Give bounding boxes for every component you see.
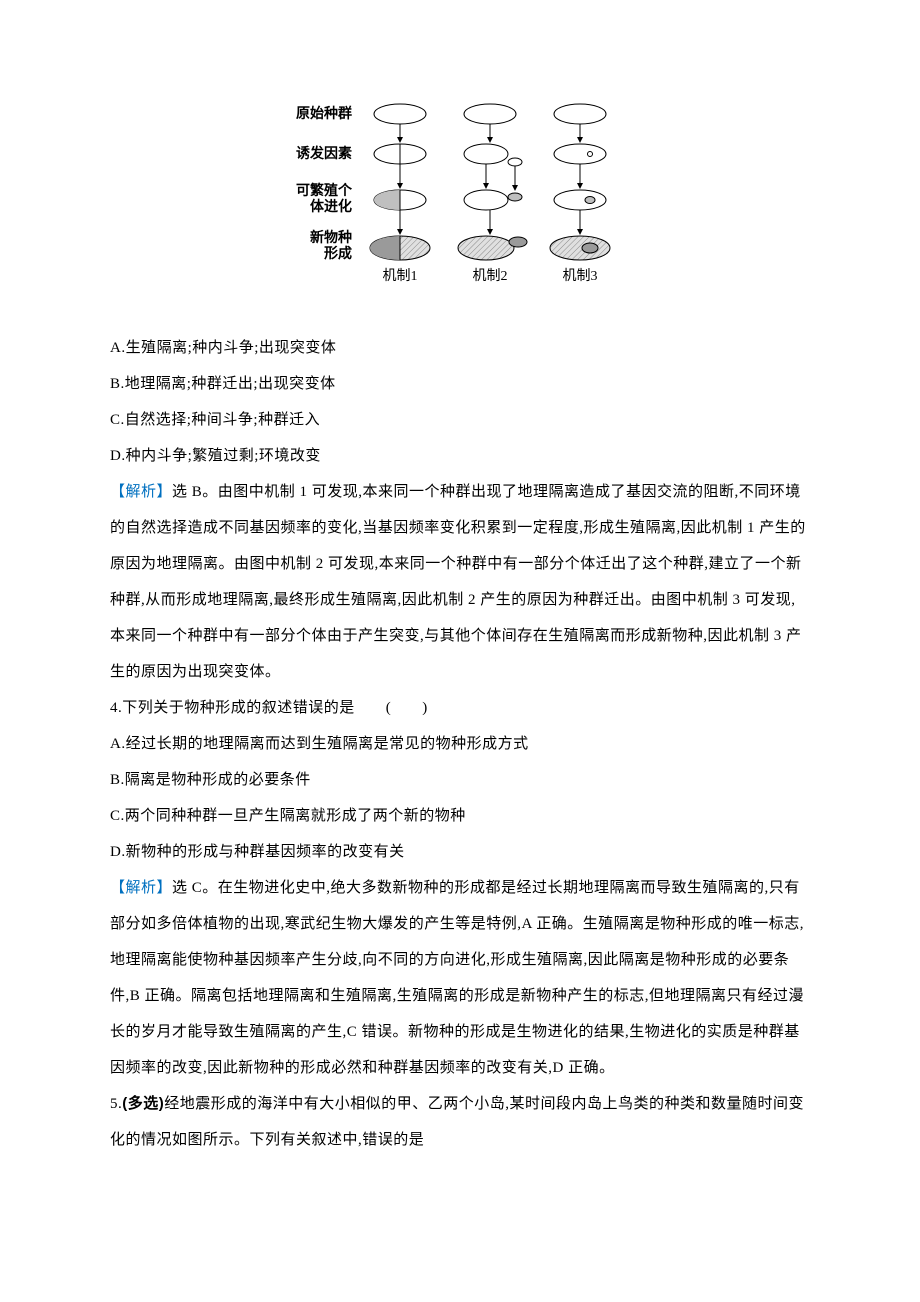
m2-trigger-big: [464, 144, 508, 164]
q5-prefix: 5.: [110, 1096, 122, 1112]
answer-4: 【解析】选 C。在生物进化史中,绝大多数新物种的形成都是经过长期地理隔离而导致生…: [110, 870, 810, 1086]
option-a: A.生殖隔离;种内斗争;出现突变体: [110, 330, 810, 366]
m2-new-small: [509, 237, 527, 247]
question-5: 5.(多选)经地震形成的海洋中有大小相似的甲、乙两个小岛,某时间段内岛上鸟类的种…: [110, 1086, 810, 1158]
row-label-3b: 形成: [324, 245, 352, 261]
q4-option-b: B.隔离是物种形成的必要条件: [110, 762, 810, 798]
row-label-2b: 体进化: [310, 198, 352, 214]
option-c: C.自然选择;种间斗争;种群迁入: [110, 402, 810, 438]
answer-4-tag: 【解析】: [110, 880, 172, 896]
mech-label-1: 机制1: [383, 268, 418, 284]
m2-trigger-small: [508, 158, 522, 166]
q4-option-d: D.新物种的形成与种群基因频率的改变有关: [110, 834, 810, 870]
row-label-1: 诱发因素: [296, 145, 352, 161]
q5-multi-tag: (多选): [122, 1095, 164, 1112]
m3-evolve-dot: [585, 197, 595, 204]
m2-original: [464, 104, 516, 124]
answer-3-body: 选 B。由图中机制 1 可发现,本来同一个种群出现了地理隔离造成了基因交流的阻断…: [110, 484, 806, 680]
answer-4-body: 选 C。在生物进化史中,绝大多数新物种的形成都是经过长期地理隔离而导致生殖隔离的…: [110, 880, 804, 1076]
m1-new-shade: [370, 236, 400, 260]
m3-original: [554, 104, 606, 124]
answer-3-tag: 【解析】: [110, 484, 172, 500]
m2-evolve-big: [464, 190, 508, 210]
m2-new-big: [458, 236, 514, 260]
m3-evolve: [554, 190, 606, 210]
mech-label-3: 机制3: [563, 268, 598, 284]
m1-evolve-shade: [374, 190, 400, 210]
row-label-3a: 新物种: [310, 229, 352, 245]
m3-new: [550, 236, 610, 260]
m3-new-dot: [582, 243, 598, 253]
m3-trigger-dot: [588, 152, 593, 157]
mech-label-2: 机制2: [473, 268, 508, 284]
question-4: 4.下列关于物种形成的叙述错误的是 ( ): [110, 690, 810, 726]
answer-3: 【解析】选 B。由图中机制 1 可发现,本来同一个种群出现了地理隔离造成了基因交…: [110, 474, 810, 690]
m2-evolve-small: [508, 193, 522, 201]
q5-body: 经地震形成的海洋中有大小相似的甲、乙两个小岛,某时间段内岛上鸟类的种类和数量随时…: [110, 1096, 804, 1148]
q4-option-c: C.两个同种种群一旦产生隔离就形成了两个新的物种: [110, 798, 810, 834]
q4-option-a: A.经过长期的地理隔离而达到生殖隔离是常见的物种形成方式: [110, 726, 810, 762]
option-b: B.地理隔离;种群迁出;出现突变体: [110, 366, 810, 402]
row-label-0: 原始种群: [296, 105, 352, 121]
m1-original: [374, 104, 426, 124]
diagram-svg: 原始种群 诱发因素 可繁殖个 体进化 新物种 形成 机制1: [290, 100, 630, 300]
row-label-2a: 可繁殖个: [296, 182, 353, 198]
speciation-diagram: 原始种群 诱发因素 可繁殖个 体进化 新物种 形成 机制1: [290, 100, 630, 300]
m3-trigger: [554, 144, 606, 164]
option-d: D.种内斗争;繁殖过剩;环境改变: [110, 438, 810, 474]
document-page: 原始种群 诱发因素 可繁殖个 体进化 新物种 形成 机制1: [0, 0, 920, 1302]
